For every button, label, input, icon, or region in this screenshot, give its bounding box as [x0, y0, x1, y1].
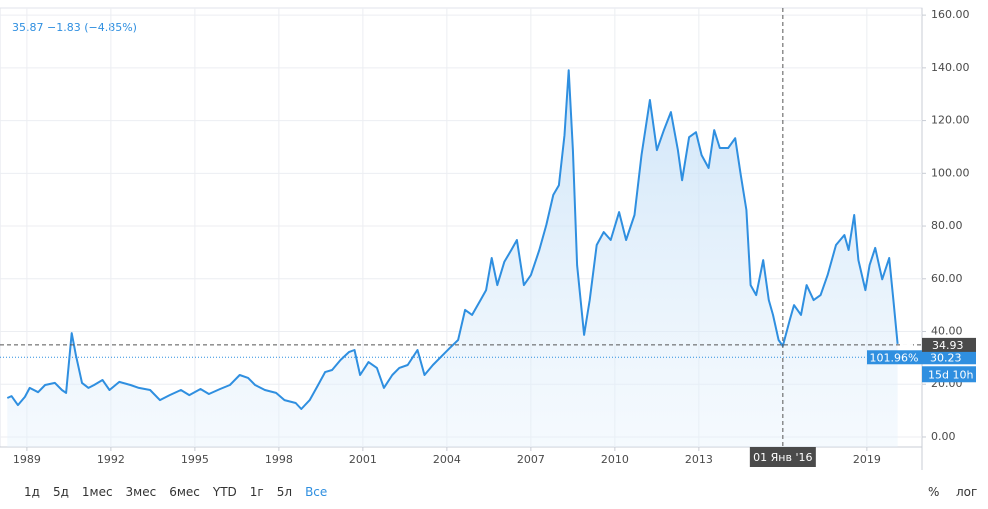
chart: 35.87 −1.83 (−4.85%) 0.0020.0040.0060.00… — [0, 7, 976, 470]
crosshair-x-box — [749, 447, 816, 467]
x-tick-label: 1992 — [97, 453, 125, 466]
range-button[interactable]: 3мес — [125, 485, 157, 499]
range-button[interactable]: Все — [305, 485, 328, 499]
x-tick-label: 2001 — [349, 453, 377, 466]
price-box — [922, 350, 976, 365]
countdown-label: 15d 10h — [928, 368, 973, 381]
range-button[interactable]: 1г — [249, 485, 264, 499]
range-button[interactable]: 5л — [276, 485, 293, 499]
y-tick-label: 40.00 — [931, 325, 963, 338]
y-tick-label: 100.00 — [931, 166, 970, 179]
percent-label: 101.96% — [870, 351, 919, 364]
y-tick-label: 140.00 — [931, 61, 970, 74]
range-button[interactable]: 5д — [52, 485, 69, 499]
y-tick-label: 160.00 — [931, 8, 970, 21]
y-tick-label: 0.00 — [931, 430, 956, 443]
option-button[interactable]: % — [928, 485, 940, 499]
option-button[interactable]: лог — [956, 485, 978, 499]
crosshair-x-label: 01 Янв '16 — [753, 451, 812, 464]
x-tick-label: 1989 — [13, 453, 41, 466]
area — [7, 70, 898, 447]
range-button[interactable]: 1д — [24, 485, 40, 499]
percent-box — [867, 350, 922, 365]
countdown-box — [922, 366, 976, 383]
range-button[interactable]: 1мес — [81, 485, 113, 499]
header: 35.87 −1.83 (−4.85%) — [12, 21, 137, 34]
x-tick-label: 2004 — [433, 453, 461, 466]
line — [6, 69, 899, 410]
crosshair-y-label: 34.93 — [932, 339, 964, 352]
x-tick-label: 2013 — [685, 453, 713, 466]
y-tick-label: 120.00 — [931, 114, 970, 127]
x-tick-label: 2010 — [601, 453, 629, 466]
x-tick-label: 2019 — [853, 453, 881, 466]
range-button[interactable]: YTD — [212, 485, 237, 499]
x-tick-label: 1998 — [265, 453, 293, 466]
x-tick-label: 1995 — [181, 453, 209, 466]
range-button[interactable]: 6мес — [169, 485, 200, 499]
y-tick-label: 60.00 — [931, 272, 963, 285]
toolbar: 1д 5д 1мес 3мес 6мес YTD 1г 5л Все% лог — [0, 478, 988, 508]
x-tick-label: 2007 — [517, 453, 545, 466]
crosshair-y-box — [922, 337, 976, 352]
y-tick-label: 80.00 — [931, 219, 963, 232]
price-label: 30.23 — [930, 351, 962, 364]
crosshair-icon — [903, 339, 913, 350]
